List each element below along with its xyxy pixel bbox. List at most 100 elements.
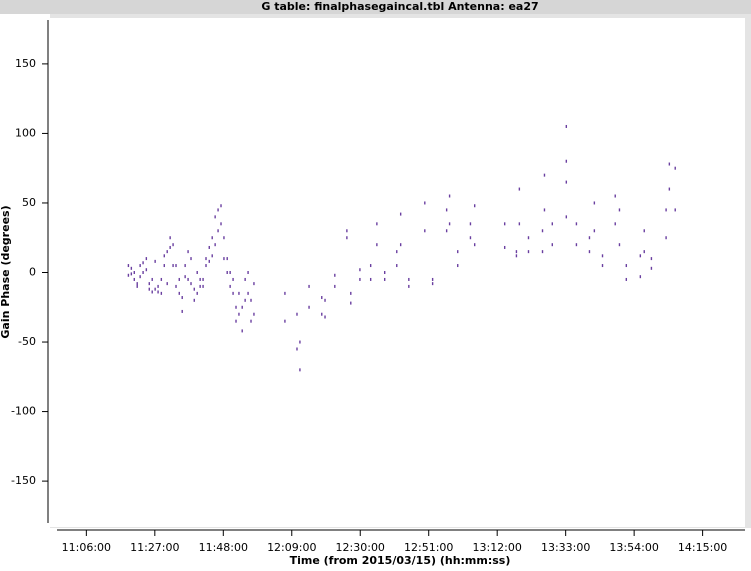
data-point	[551, 222, 553, 226]
data-point	[130, 266, 133, 270]
data-point	[543, 208, 546, 212]
y-tick-label: 0	[29, 266, 36, 279]
data-point	[565, 180, 568, 184]
data-point	[136, 284, 138, 288]
x-tick-label: 11:48:00	[199, 541, 248, 554]
y-tick-label: -100	[11, 405, 36, 418]
data-point	[334, 284, 336, 288]
data-point	[241, 305, 243, 309]
data-point	[190, 257, 192, 261]
data-point	[253, 282, 255, 286]
data-point	[241, 329, 243, 333]
data-point	[181, 296, 183, 300]
data-point	[142, 261, 144, 265]
data-point	[431, 277, 434, 281]
data-point	[199, 277, 201, 281]
data-point	[643, 229, 645, 233]
data-point	[193, 298, 195, 302]
data-point	[193, 287, 195, 291]
data-point	[202, 277, 204, 281]
data-point	[154, 259, 156, 263]
data-point	[250, 319, 252, 323]
data-point	[639, 254, 642, 258]
data-point	[527, 250, 530, 254]
data-point	[139, 264, 141, 268]
data-point	[196, 271, 198, 274]
data-point	[551, 243, 553, 247]
data-point	[565, 215, 568, 219]
data-point	[321, 312, 323, 316]
data-point	[133, 271, 135, 274]
data-point	[346, 236, 348, 240]
y-tick-label: -50	[18, 335, 36, 348]
data-point	[247, 291, 249, 295]
data-point	[199, 284, 201, 288]
data-point	[408, 284, 410, 288]
data-point	[205, 264, 207, 268]
data-point	[169, 245, 171, 249]
data-point	[284, 291, 286, 295]
data-point	[172, 264, 174, 268]
x-axis-area	[0, 528, 751, 567]
data-point	[650, 266, 653, 270]
data-point	[145, 257, 148, 261]
data-point	[396, 264, 398, 268]
data-point	[148, 287, 150, 291]
data-point	[223, 257, 225, 261]
data-point	[148, 282, 150, 286]
data-point	[175, 284, 177, 288]
data-point	[541, 250, 544, 254]
data-point	[181, 309, 183, 313]
data-point	[334, 273, 336, 277]
data-point	[250, 298, 252, 302]
data-point	[625, 264, 628, 268]
data-point	[205, 257, 207, 261]
data-point	[665, 208, 667, 212]
data-point	[575, 222, 578, 226]
data-point	[136, 282, 138, 286]
data-point	[618, 208, 621, 212]
data-point	[601, 254, 604, 258]
data-point	[142, 271, 144, 274]
data-point	[169, 236, 171, 240]
data-point	[457, 250, 459, 254]
y-tick-label: 150	[15, 57, 36, 70]
data-point	[190, 282, 192, 286]
y-axis-label: Gain Phase (degrees)	[0, 205, 12, 338]
data-point	[324, 298, 326, 302]
data-point	[217, 208, 219, 212]
data-point	[588, 236, 591, 240]
data-point	[359, 277, 361, 281]
data-point	[163, 254, 165, 258]
data-point	[650, 257, 653, 261]
data-point	[220, 204, 222, 208]
data-point	[178, 291, 180, 295]
data-point	[473, 204, 476, 208]
data-point	[469, 236, 472, 240]
data-point	[127, 273, 130, 277]
data-point	[350, 291, 352, 295]
data-point	[184, 264, 186, 268]
data-point	[424, 201, 426, 205]
data-point	[208, 245, 210, 249]
data-point	[359, 268, 361, 272]
data-point	[469, 222, 472, 226]
data-point	[175, 264, 177, 268]
x-tick-label: 12:51:00	[404, 541, 453, 554]
data-point	[229, 271, 231, 274]
chart-title: G table: finalphasegaincal.tbl Antenna: …	[261, 0, 538, 13]
data-point	[396, 250, 398, 254]
data-point	[543, 173, 546, 177]
data-point	[350, 301, 352, 305]
data-point	[445, 208, 448, 212]
data-point	[503, 222, 506, 226]
data-point	[665, 236, 667, 240]
data-point	[445, 229, 448, 233]
data-point	[235, 305, 237, 309]
data-point	[431, 282, 434, 286]
data-point	[321, 296, 323, 300]
data-point	[588, 250, 591, 254]
data-point	[214, 243, 216, 247]
data-point	[211, 254, 213, 258]
x-axis-label: Time (from 2015/03/15) (hh:mm:ss)	[290, 554, 511, 567]
